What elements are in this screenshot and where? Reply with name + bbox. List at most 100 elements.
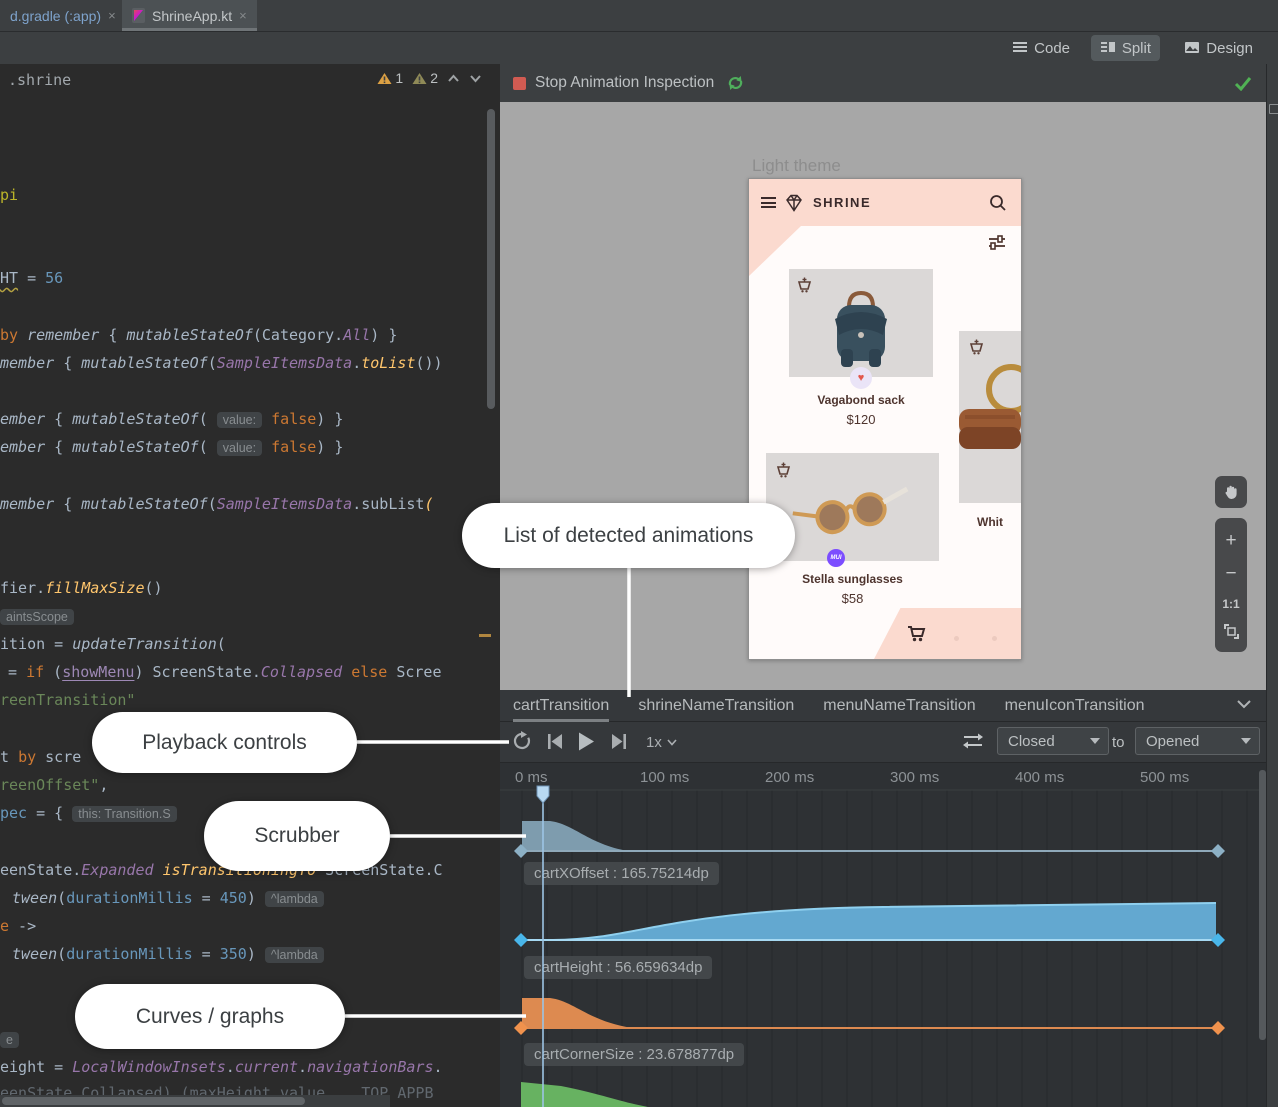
breadcrumb[interactable]: .shrine [8, 71, 72, 89]
animation-tab-menuNameTransition[interactable]: menuNameTransition [823, 696, 976, 714]
code-line: member { mutableStateOf(SampleItemsData.… [0, 354, 443, 372]
ruler-label: 500 ms [1140, 769, 1190, 786]
animation-tab-menuIconTransition[interactable]: menuIconTransition [1004, 696, 1145, 714]
kotlin-file-icon [132, 8, 145, 23]
code-line: member { mutableStateOf(SampleItemsData.… [0, 495, 434, 513]
dropdown-caret-icon [1090, 738, 1100, 744]
zoom-out-button[interactable]: − [1225, 563, 1237, 585]
add-to-cart-icon[interactable] [776, 462, 793, 478]
tab-shrineapp[interactable]: ShrineApp.kt × [122, 0, 257, 31]
cart-bar-dot [954, 636, 959, 641]
chevron-down-icon[interactable] [469, 74, 482, 83]
code-line: HT = 56 [0, 269, 64, 287]
ruler-label: 300 ms [890, 769, 940, 786]
code-line: eight = LocalWindowInsets.current.naviga… [0, 1058, 443, 1076]
code-line: tween(durationMillis = 350) ^lambda [12, 943, 324, 967]
product-price: $58 [841, 591, 864, 606]
code-line: aintsScope [0, 605, 74, 629]
code-line: ember { mutableStateOf( value: false) } [0, 410, 344, 428]
code-line: = if (showMenu) ScreenState.Collapsed el… [8, 663, 442, 681]
playback-speed-dropdown[interactable]: 1x [646, 734, 677, 751]
right-tool-strip[interactable] [1266, 64, 1278, 1107]
shrine-top-bar: SHRINE [749, 179, 1021, 226]
view-mode-design[interactable]: Design [1175, 35, 1262, 61]
callout-scrubber: Scrubber [204, 801, 390, 871]
heart-icon: ♥ [857, 372, 865, 384]
code-area[interactable]: pi HT = 56 by remember { mutableStateOf(Ca… [0, 97, 500, 1107]
view-mode-code-label: Code [1034, 39, 1070, 57]
callout-playback-controls: Playback controls [92, 712, 357, 773]
tab-shrineapp-label: ShrineApp.kt [152, 7, 233, 24]
chevron-down-icon [667, 739, 677, 746]
product-image-backpack[interactable] [789, 269, 933, 377]
editor-tab-bar: d.gradle (:app) × ShrineApp.kt × [0, 0, 1278, 32]
code-line: reenTransition" [0, 691, 136, 709]
skip-to-start-icon[interactable] [546, 733, 564, 750]
callout-curves-graphs: Curves / graphs [75, 984, 345, 1049]
scrubber-svg[interactable] [500, 690, 1266, 1107]
refresh-icon[interactable] [726, 74, 745, 92]
tab-gradle[interactable]: d.gradle (:app) × [0, 0, 126, 31]
animation-tab-cartTransition[interactable]: cartTransition [513, 690, 610, 722]
stop-icon[interactable] [513, 76, 526, 90]
filter-icon[interactable] [987, 234, 1007, 252]
warning-badge[interactable]: 1 [377, 70, 403, 86]
play-icon[interactable] [576, 731, 596, 752]
chevron-up-icon[interactable] [447, 74, 460, 83]
to-state-dropdown[interactable]: Opened [1135, 727, 1260, 755]
loop-icon[interactable] [512, 731, 532, 751]
tool-window-icon [1269, 104, 1278, 114]
stop-animation-label[interactable]: Stop Animation Inspection [535, 74, 715, 91]
code-line: tween(durationMillis = 450) ^lambda [12, 887, 324, 911]
code-line: pec = { this: Transition.S [0, 802, 177, 826]
shrine-app-preview: SHRINE [748, 178, 1022, 660]
ruler-label: 400 ms [1015, 769, 1065, 786]
chevron-down-icon[interactable] [1236, 699, 1252, 710]
zoom-controls: + − 1:1 [1215, 518, 1247, 652]
close-icon[interactable]: × [239, 8, 247, 23]
animation-tabs-row: cartTransition shrineNameTransition menuNa… [500, 690, 1266, 722]
animation-preview-panel: cartTransition shrineNameTransition menuNa… [500, 690, 1266, 1107]
search-icon[interactable] [989, 194, 1007, 212]
view-mode-design-label: Design [1206, 39, 1253, 57]
skip-to-end-icon[interactable] [610, 733, 628, 750]
code-line: ition = updateTransition( [0, 635, 226, 653]
product-image-belt[interactable] [959, 331, 1021, 503]
code-icon [1012, 41, 1028, 55]
zoom-to-fit-icon[interactable] [1223, 623, 1239, 639]
shrine-cart-bar[interactable] [874, 608, 1021, 659]
tab-gradle-label: d.gradle (:app) [10, 7, 102, 24]
editor-vertical-scrollbar[interactable] [487, 109, 495, 409]
cart-icon [908, 626, 926, 642]
check-icon [1234, 77, 1252, 91]
menu-icon[interactable] [761, 195, 776, 211]
zoom-actual-size-button[interactable]: 1:1 [1222, 596, 1240, 611]
curve-value-chip: cartXOffset : 165.75214dp [524, 862, 719, 885]
weak-warning-badge[interactable]: 2 [412, 70, 438, 86]
close-icon[interactable]: × [108, 8, 116, 23]
product-image-sunglasses[interactable] [766, 453, 939, 561]
view-mode-split[interactable]: Split [1090, 35, 1160, 61]
pan-tool-button[interactable] [1215, 476, 1247, 508]
animation-tab-shrineNameTransition[interactable]: shrineNameTransition [638, 696, 795, 714]
compose-preview-canvas[interactable]: Light theme SHRINE [500, 102, 1266, 690]
design-icon [1184, 41, 1200, 55]
view-mode-code[interactable]: Code [1003, 35, 1079, 61]
mui-badge: MUI [827, 549, 845, 567]
zoom-in-button[interactable]: + [1225, 530, 1237, 552]
to-state-value: Opened [1146, 732, 1200, 750]
weak-warning-icon [412, 72, 427, 84]
ruler-label: 100 ms [640, 769, 690, 786]
editor-horizontal-scrollbar[interactable] [2, 1097, 305, 1105]
add-to-cart-icon[interactable] [969, 339, 986, 355]
add-to-cart-icon[interactable] [797, 277, 814, 293]
to-label: to [1112, 734, 1125, 751]
view-mode-split-label: Split [1121, 39, 1151, 57]
favorite-badge[interactable]: ♥ [850, 367, 872, 389]
cart-bar-dot [992, 636, 997, 641]
timeline-scrollbar[interactable] [1259, 770, 1266, 1040]
curves-svg[interactable] [500, 690, 1266, 1107]
swap-states-icon[interactable] [962, 732, 984, 750]
from-state-dropdown[interactable]: Closed [997, 727, 1109, 755]
